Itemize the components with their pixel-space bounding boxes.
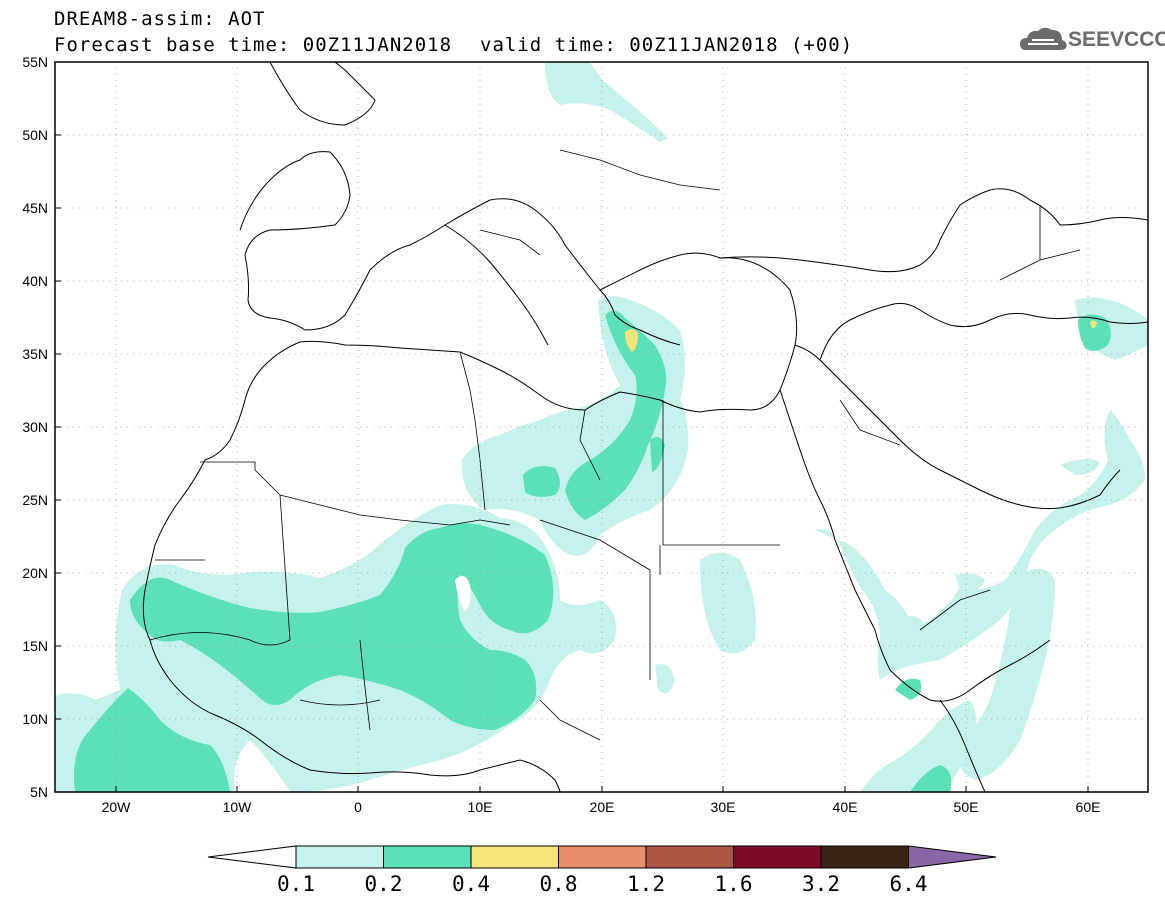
colorbar-label: 0.1 bbox=[277, 872, 315, 896]
coastlines bbox=[142, 61, 1149, 793]
lat-label: 5N bbox=[30, 784, 48, 800]
colorbar-bin bbox=[295, 845, 384, 869]
axis-ticks bbox=[55, 61, 1089, 793]
valid-time: valid time: 00Z11JAN2018 (+00) bbox=[480, 34, 854, 56]
colorbar-bin bbox=[383, 845, 472, 869]
lon-label: 20W bbox=[102, 799, 132, 815]
lat-label: 30N bbox=[22, 419, 48, 435]
lat-label: 45N bbox=[22, 200, 48, 216]
lon-label: 20E bbox=[590, 799, 615, 815]
forecast-base-time: Forecast base time: 00Z11JAN2018 bbox=[54, 34, 453, 56]
colorbar-bin bbox=[820, 845, 909, 869]
lon-label: 40E bbox=[833, 799, 858, 815]
lon-label: 10E bbox=[468, 799, 493, 815]
colorbar-bin bbox=[645, 845, 734, 869]
lon-labels: 20W 10W 0 10E 20E 30E 40E 50E 60E bbox=[102, 799, 1101, 815]
lon-label: 50E bbox=[954, 799, 979, 815]
colorbar-label: 1.2 bbox=[627, 872, 665, 896]
cloud-logo-icon bbox=[1020, 27, 1067, 50]
colorbar-bin bbox=[558, 845, 647, 869]
lat-label: 40N bbox=[22, 273, 48, 289]
colorbar-bin bbox=[733, 845, 822, 869]
colorbar-labels: 0.1 0.2 0.4 0.8 1.2 1.6 3.2 6.4 bbox=[277, 872, 927, 896]
colorbar-label: 0.4 bbox=[452, 872, 490, 896]
colorbar-label: 1.6 bbox=[715, 872, 753, 896]
aot-field bbox=[55, 62, 1148, 792]
colorbar-max-triangle bbox=[908, 845, 997, 869]
lon-label: 30E bbox=[711, 799, 736, 815]
colorbar-label: 0.2 bbox=[365, 872, 403, 896]
lon-label: 10W bbox=[223, 799, 253, 815]
country-borders bbox=[149, 149, 1081, 741]
map-title: DREAM8-assim: AOT bbox=[54, 8, 266, 30]
lat-label: 10N bbox=[22, 711, 48, 727]
colorbar-label: 0.8 bbox=[540, 872, 578, 896]
colorbar-label: 6.4 bbox=[890, 872, 928, 896]
lat-label: 20N bbox=[22, 565, 48, 581]
lat-label: 55N bbox=[22, 54, 48, 70]
lat-labels: 55N 50N 45N 40N 35N 30N 25N 20N 15N 10N … bbox=[22, 54, 48, 800]
lat-label: 25N bbox=[22, 492, 48, 508]
lon-label: 60E bbox=[1076, 799, 1101, 815]
colorbar-bin bbox=[470, 845, 559, 869]
colorbar-label: 3.2 bbox=[802, 872, 840, 896]
lon-label: 0 bbox=[354, 799, 362, 815]
lat-label: 35N bbox=[22, 346, 48, 362]
colorbar bbox=[207, 845, 997, 869]
colorbar-min-triangle bbox=[207, 845, 297, 869]
logo-text: SEEVCCC bbox=[1068, 28, 1165, 51]
lat-label: 15N bbox=[22, 638, 48, 654]
map-grid bbox=[55, 62, 1148, 792]
lat-label: 50N bbox=[22, 127, 48, 143]
